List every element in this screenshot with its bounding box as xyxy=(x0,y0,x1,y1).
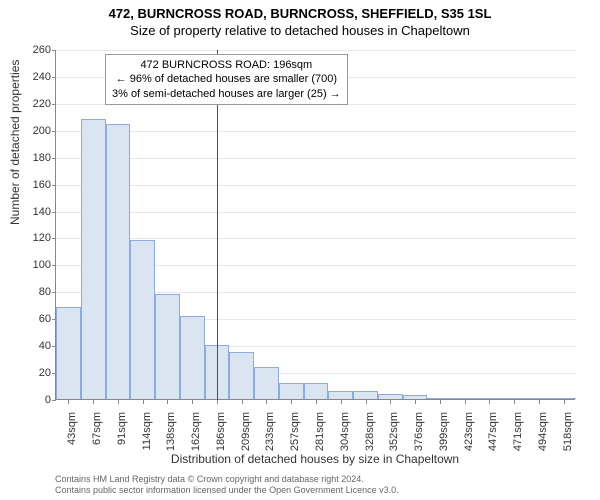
chart-container: 472, BURNCROSS ROAD, BURNCROSS, SHEFFIEL… xyxy=(0,0,600,500)
ytick-mark xyxy=(52,292,56,293)
ytick-mark xyxy=(52,50,56,51)
xtick-mark xyxy=(192,400,193,404)
annotation-line1: 472 BURNCROSS ROAD: 196sqm xyxy=(112,58,341,72)
histogram-bar xyxy=(477,398,502,399)
ytick-label: 180 xyxy=(21,152,51,164)
histogram-bar xyxy=(279,383,304,399)
annotation-line2: ← 96% of detached houses are smaller (70… xyxy=(112,72,341,86)
xtick-mark xyxy=(143,400,144,404)
xtick-mark xyxy=(118,400,119,404)
gridline xyxy=(56,158,576,159)
xtick-mark xyxy=(68,400,69,404)
histogram-bar xyxy=(427,398,452,399)
ytick-label: 200 xyxy=(21,125,51,137)
x-axis-label: Distribution of detached houses by size … xyxy=(55,452,575,466)
histogram-bar xyxy=(328,391,353,399)
xtick-mark xyxy=(465,400,466,404)
histogram-bar xyxy=(551,398,576,399)
histogram-bar xyxy=(180,316,205,399)
ytick-label: 220 xyxy=(21,98,51,110)
histogram-bar xyxy=(378,394,403,399)
ytick-label: 0 xyxy=(21,394,51,406)
footer-line2: Contains public sector information licen… xyxy=(55,485,399,496)
xtick-mark xyxy=(564,400,565,404)
ytick-label: 140 xyxy=(21,206,51,218)
histogram-bar xyxy=(304,383,329,399)
xtick-mark xyxy=(489,400,490,404)
xtick-mark xyxy=(217,400,218,404)
chart-title-main: 472, BURNCROSS ROAD, BURNCROSS, SHEFFIEL… xyxy=(0,0,600,21)
ytick-label: 160 xyxy=(21,179,51,191)
xtick-mark xyxy=(514,400,515,404)
gridline xyxy=(56,131,576,132)
annotation-box: 472 BURNCROSS ROAD: 196sqm ← 96% of deta… xyxy=(105,54,348,105)
histogram-bar xyxy=(403,395,428,399)
xtick-mark xyxy=(291,400,292,404)
histogram-bar xyxy=(452,398,477,399)
ytick-label: 240 xyxy=(21,71,51,83)
xtick-mark xyxy=(539,400,540,404)
annotation-line3: 3% of semi-detached houses are larger (2… xyxy=(112,87,341,101)
histogram-bar xyxy=(353,391,378,399)
ytick-mark xyxy=(52,77,56,78)
histogram-bar xyxy=(526,398,551,399)
chart-title-sub: Size of property relative to detached ho… xyxy=(0,21,600,38)
ytick-mark xyxy=(52,238,56,239)
xtick-mark xyxy=(242,400,243,404)
ytick-label: 80 xyxy=(21,286,51,298)
xtick-mark xyxy=(341,400,342,404)
footer-line1: Contains HM Land Registry data © Crown c… xyxy=(55,474,399,485)
histogram-bar xyxy=(502,398,527,399)
xtick-mark xyxy=(93,400,94,404)
chart-area: 02040608010012014016018020022024026043sq… xyxy=(55,50,575,400)
xtick-mark xyxy=(167,400,168,404)
ytick-mark xyxy=(52,212,56,213)
histogram-bar xyxy=(254,367,279,399)
histogram-bar xyxy=(130,240,155,399)
histogram-bar xyxy=(81,119,106,399)
xtick-mark xyxy=(266,400,267,404)
y-axis-label: Number of detached properties xyxy=(8,60,22,225)
ytick-mark xyxy=(52,400,56,401)
histogram-bar xyxy=(106,124,131,399)
xtick-mark xyxy=(316,400,317,404)
ytick-mark xyxy=(52,158,56,159)
ytick-mark xyxy=(52,265,56,266)
ytick-mark xyxy=(52,131,56,132)
ytick-label: 260 xyxy=(21,44,51,56)
ytick-label: 20 xyxy=(21,367,51,379)
ytick-label: 120 xyxy=(21,232,51,244)
ytick-label: 40 xyxy=(21,340,51,352)
histogram-bar xyxy=(56,307,81,399)
xtick-mark xyxy=(415,400,416,404)
histogram-bar xyxy=(229,352,254,399)
ytick-label: 100 xyxy=(21,259,51,271)
histogram-bar xyxy=(155,294,180,399)
ytick-mark xyxy=(52,104,56,105)
gridline xyxy=(56,185,576,186)
ytick-mark xyxy=(52,185,56,186)
xtick-mark xyxy=(366,400,367,404)
xtick-mark xyxy=(440,400,441,404)
xtick-mark xyxy=(390,400,391,404)
ytick-label: 60 xyxy=(21,313,51,325)
gridline xyxy=(56,50,576,51)
chart-footer: Contains HM Land Registry data © Crown c… xyxy=(55,474,399,496)
gridline xyxy=(56,212,576,213)
